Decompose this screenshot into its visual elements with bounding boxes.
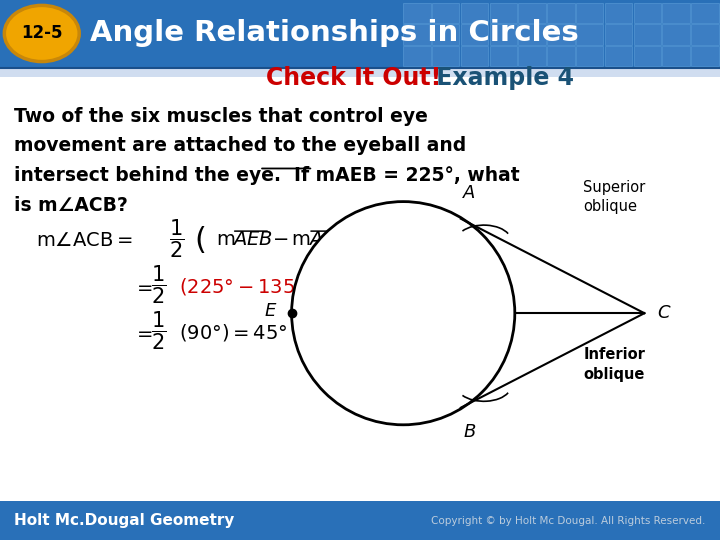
FancyBboxPatch shape bbox=[403, 3, 431, 23]
Text: B: B bbox=[463, 423, 476, 441]
Text: Angle Relationships in Circles: Angle Relationships in Circles bbox=[90, 19, 579, 48]
Text: is m∠ACB?: is m∠ACB? bbox=[14, 195, 128, 215]
Text: 12-5: 12-5 bbox=[21, 24, 63, 43]
FancyBboxPatch shape bbox=[0, 68, 720, 77]
FancyBboxPatch shape bbox=[0, 501, 720, 540]
FancyBboxPatch shape bbox=[547, 46, 575, 66]
FancyBboxPatch shape bbox=[432, 3, 459, 23]
Text: movement are attached to the eyeball and: movement are attached to the eyeball and bbox=[14, 136, 467, 156]
Text: $($: $($ bbox=[194, 224, 208, 255]
Text: C: C bbox=[657, 304, 670, 322]
Text: $\mathit{AB}$: $\mathit{AB}$ bbox=[308, 230, 337, 249]
FancyBboxPatch shape bbox=[403, 24, 431, 45]
Text: $(90°) = 45°$: $(90°) = 45°$ bbox=[179, 322, 287, 342]
FancyBboxPatch shape bbox=[576, 3, 603, 23]
FancyBboxPatch shape bbox=[461, 3, 488, 23]
FancyBboxPatch shape bbox=[634, 3, 661, 23]
Text: $(225° - 135°)$: $(225° - 135°)$ bbox=[179, 276, 312, 296]
FancyBboxPatch shape bbox=[461, 24, 488, 45]
Text: $=$: $=$ bbox=[133, 276, 153, 296]
Text: intersect behind the eye.  If mAEB = 225°, what: intersect behind the eye. If mAEB = 225°… bbox=[14, 166, 520, 185]
FancyBboxPatch shape bbox=[605, 3, 632, 23]
Text: $\mathrm{m{\angle}ACB} = $: $\mathrm{m{\angle}ACB} = $ bbox=[36, 231, 133, 250]
FancyBboxPatch shape bbox=[634, 24, 661, 45]
FancyBboxPatch shape bbox=[634, 46, 661, 66]
FancyBboxPatch shape bbox=[490, 3, 517, 23]
Text: $)$: $)$ bbox=[334, 224, 346, 255]
Text: $\dfrac{1}{2}$: $\dfrac{1}{2}$ bbox=[151, 264, 166, 306]
Text: $\dfrac{1}{2}$: $\dfrac{1}{2}$ bbox=[151, 310, 166, 352]
FancyBboxPatch shape bbox=[662, 3, 690, 23]
FancyBboxPatch shape bbox=[547, 3, 575, 23]
FancyBboxPatch shape bbox=[576, 24, 603, 45]
FancyBboxPatch shape bbox=[518, 24, 546, 45]
FancyBboxPatch shape bbox=[518, 3, 546, 23]
FancyBboxPatch shape bbox=[691, 3, 719, 23]
Text: Holt Mc.Dougal Geometry: Holt Mc.Dougal Geometry bbox=[14, 513, 235, 528]
FancyBboxPatch shape bbox=[461, 46, 488, 66]
Text: Copyright © by Holt Mc Dougal. All Rights Reserved.: Copyright © by Holt Mc Dougal. All Right… bbox=[431, 516, 706, 525]
FancyBboxPatch shape bbox=[403, 46, 431, 66]
Text: A: A bbox=[463, 185, 476, 202]
Text: $\dfrac{1}{2}$: $\dfrac{1}{2}$ bbox=[169, 218, 184, 260]
Circle shape bbox=[4, 5, 79, 62]
FancyBboxPatch shape bbox=[490, 46, 517, 66]
FancyBboxPatch shape bbox=[605, 46, 632, 66]
Text: $\mathit{AEB}$: $\mathit{AEB}$ bbox=[232, 230, 273, 249]
FancyBboxPatch shape bbox=[576, 46, 603, 66]
Text: $\mathrm{m}$: $\mathrm{m}$ bbox=[216, 230, 235, 249]
Text: Check It Out!: Check It Out! bbox=[266, 66, 441, 90]
Text: $=$: $=$ bbox=[133, 322, 153, 342]
Text: Example 4: Example 4 bbox=[428, 66, 575, 90]
FancyBboxPatch shape bbox=[662, 24, 690, 45]
FancyBboxPatch shape bbox=[490, 24, 517, 45]
FancyBboxPatch shape bbox=[518, 46, 546, 66]
Text: Superior
oblique: Superior oblique bbox=[583, 180, 645, 214]
Text: E: E bbox=[264, 301, 276, 320]
Text: Inferior
oblique: Inferior oblique bbox=[583, 347, 645, 382]
Text: Two of the six muscles that control eye: Two of the six muscles that control eye bbox=[14, 106, 428, 126]
Text: $-\,\mathrm{m}$: $-\,\mathrm{m}$ bbox=[272, 230, 311, 249]
FancyBboxPatch shape bbox=[0, 0, 720, 68]
FancyBboxPatch shape bbox=[547, 24, 575, 45]
FancyBboxPatch shape bbox=[691, 46, 719, 66]
FancyBboxPatch shape bbox=[605, 24, 632, 45]
FancyBboxPatch shape bbox=[432, 46, 459, 66]
FancyBboxPatch shape bbox=[662, 46, 690, 66]
FancyBboxPatch shape bbox=[432, 24, 459, 45]
Ellipse shape bbox=[292, 201, 515, 425]
FancyBboxPatch shape bbox=[691, 24, 719, 45]
